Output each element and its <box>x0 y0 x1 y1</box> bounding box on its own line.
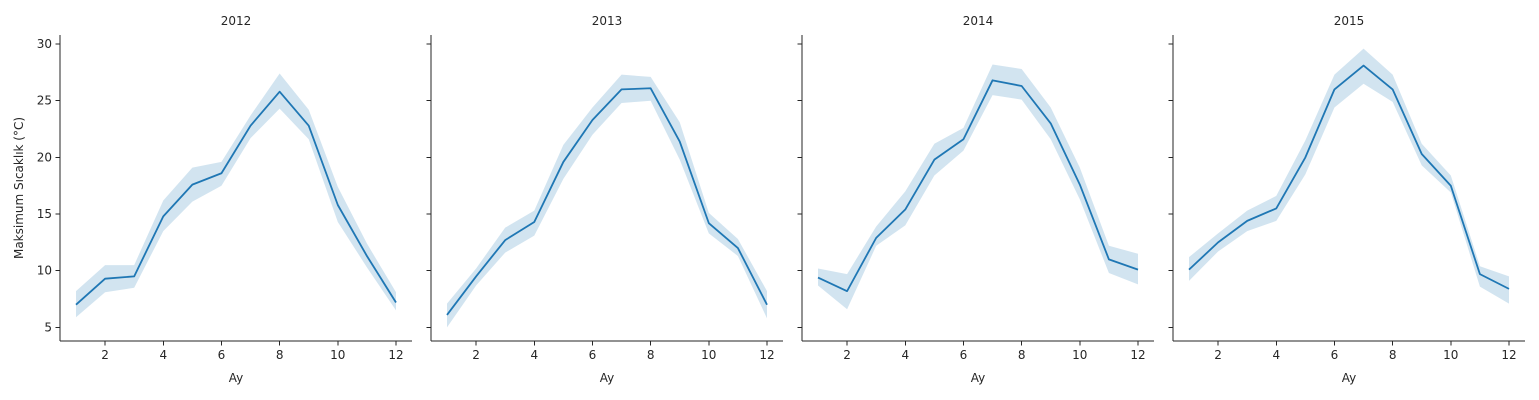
x-ticks: 2 4 6 8 10 12 <box>472 341 775 362</box>
y-ticks: 5 10 15 20 25 30 <box>37 37 60 334</box>
x-ticks: 2 4 6 8 10 12 <box>101 341 404 362</box>
svg-text:12: 12 <box>759 348 774 362</box>
ci-band-layer <box>1189 48 1509 304</box>
svg-text:5: 5 <box>44 320 52 334</box>
ci-band-layer <box>447 74 767 328</box>
facet-title: 2015 <box>1334 14 1365 28</box>
svg-text:6: 6 <box>218 348 226 362</box>
line-layer <box>75 90 397 306</box>
x-tick: 6 <box>960 341 968 362</box>
x-tick: 4 <box>159 341 167 362</box>
x-tick: 12 <box>388 341 404 362</box>
x-ticks: 2 4 6 8 10 12 <box>843 341 1146 362</box>
svg-text:6: 6 <box>1331 348 1339 362</box>
x-tick: 10 <box>701 341 716 362</box>
series-line <box>75 90 397 306</box>
y-tick: 20 <box>37 150 60 164</box>
svg-text:6: 6 <box>960 348 968 362</box>
line-layer <box>817 79 1139 293</box>
y-tick: 30 <box>37 37 60 51</box>
x-tick: 4 <box>901 341 909 362</box>
confidence-band <box>447 74 767 328</box>
facet-panel-2012: 2012 2 4 6 8 10 12 5 10 15 20 25 30 Ay M… <box>12 14 412 385</box>
x-ticks: 2 4 6 8 10 12 <box>1214 341 1517 362</box>
confidence-band <box>818 64 1138 310</box>
svg-text:8: 8 <box>1389 348 1397 362</box>
svg-text:10: 10 <box>1443 348 1458 362</box>
svg-text:2: 2 <box>101 348 109 362</box>
svg-text:10: 10 <box>1072 348 1087 362</box>
x-tick: 6 <box>1331 341 1339 362</box>
y-tick: 5 <box>44 320 60 334</box>
x-axis-label: Ay <box>600 371 615 385</box>
x-tick: 12 <box>759 341 775 362</box>
y-tick: 25 <box>37 94 60 108</box>
facet-panel-2014: 2014 2 4 6 8 10 12 Ay <box>797 14 1154 385</box>
svg-text:12: 12 <box>388 348 403 362</box>
x-tick: 8 <box>647 341 655 362</box>
series-line <box>1188 64 1510 290</box>
x-tick: 8 <box>276 341 284 362</box>
confidence-band <box>76 73 396 318</box>
svg-text:15: 15 <box>37 207 52 221</box>
svg-text:20: 20 <box>37 150 52 164</box>
ci-band-layer <box>818 64 1138 310</box>
x-tick: 8 <box>1018 341 1026 362</box>
facet-title: 2013 <box>592 14 623 28</box>
svg-text:10: 10 <box>37 264 52 278</box>
svg-text:8: 8 <box>647 348 655 362</box>
x-axis-label: Ay <box>229 371 244 385</box>
x-tick: 10 <box>1072 341 1087 362</box>
line-layer <box>1188 64 1510 290</box>
svg-text:4: 4 <box>901 348 909 362</box>
svg-text:25: 25 <box>37 94 52 108</box>
series-line <box>817 79 1139 293</box>
svg-text:10: 10 <box>701 348 716 362</box>
x-tick: 6 <box>589 341 597 362</box>
x-tick: 2 <box>843 341 851 362</box>
y-ticks <box>426 43 431 328</box>
y-tick: 15 <box>37 207 60 221</box>
svg-text:30: 30 <box>37 37 52 51</box>
svg-text:4: 4 <box>159 348 167 362</box>
x-axis-label: Ay <box>1342 371 1357 385</box>
svg-text:12: 12 <box>1130 348 1145 362</box>
x-tick: 12 <box>1501 341 1517 362</box>
x-tick: 8 <box>1389 341 1397 362</box>
series-line <box>446 87 768 316</box>
svg-text:8: 8 <box>1018 348 1026 362</box>
svg-text:8: 8 <box>276 348 284 362</box>
svg-text:2: 2 <box>472 348 480 362</box>
x-tick: 2 <box>1214 341 1222 362</box>
facet-panel-2013: 2013 2 4 6 8 10 12 Ay <box>426 14 783 385</box>
svg-text:2: 2 <box>1214 348 1222 362</box>
facet-title: 2012 <box>221 14 252 28</box>
y-ticks <box>1168 43 1173 328</box>
ci-band-layer <box>76 73 396 318</box>
x-tick: 2 <box>101 341 109 362</box>
confidence-band <box>1189 48 1509 304</box>
svg-text:12: 12 <box>1501 348 1516 362</box>
x-tick: 6 <box>218 341 226 362</box>
svg-text:10: 10 <box>330 348 345 362</box>
svg-text:6: 6 <box>589 348 597 362</box>
facet-title: 2014 <box>963 14 994 28</box>
x-tick: 10 <box>1443 341 1458 362</box>
svg-text:4: 4 <box>530 348 538 362</box>
x-tick: 2 <box>472 341 480 362</box>
y-ticks <box>797 43 802 328</box>
x-tick: 12 <box>1130 341 1146 362</box>
svg-text:4: 4 <box>1272 348 1280 362</box>
svg-text:2: 2 <box>843 348 851 362</box>
line-layer <box>446 87 768 316</box>
x-tick: 10 <box>330 341 345 362</box>
y-axis-label: Maksimum Sıcaklık (°C) <box>12 117 26 259</box>
x-tick: 4 <box>1272 341 1280 362</box>
y-tick: 10 <box>37 264 60 278</box>
x-tick: 4 <box>530 341 538 362</box>
x-axis-label: Ay <box>971 371 986 385</box>
facet-panel-2015: 2015 2 4 6 8 10 12 Ay <box>1168 14 1525 385</box>
